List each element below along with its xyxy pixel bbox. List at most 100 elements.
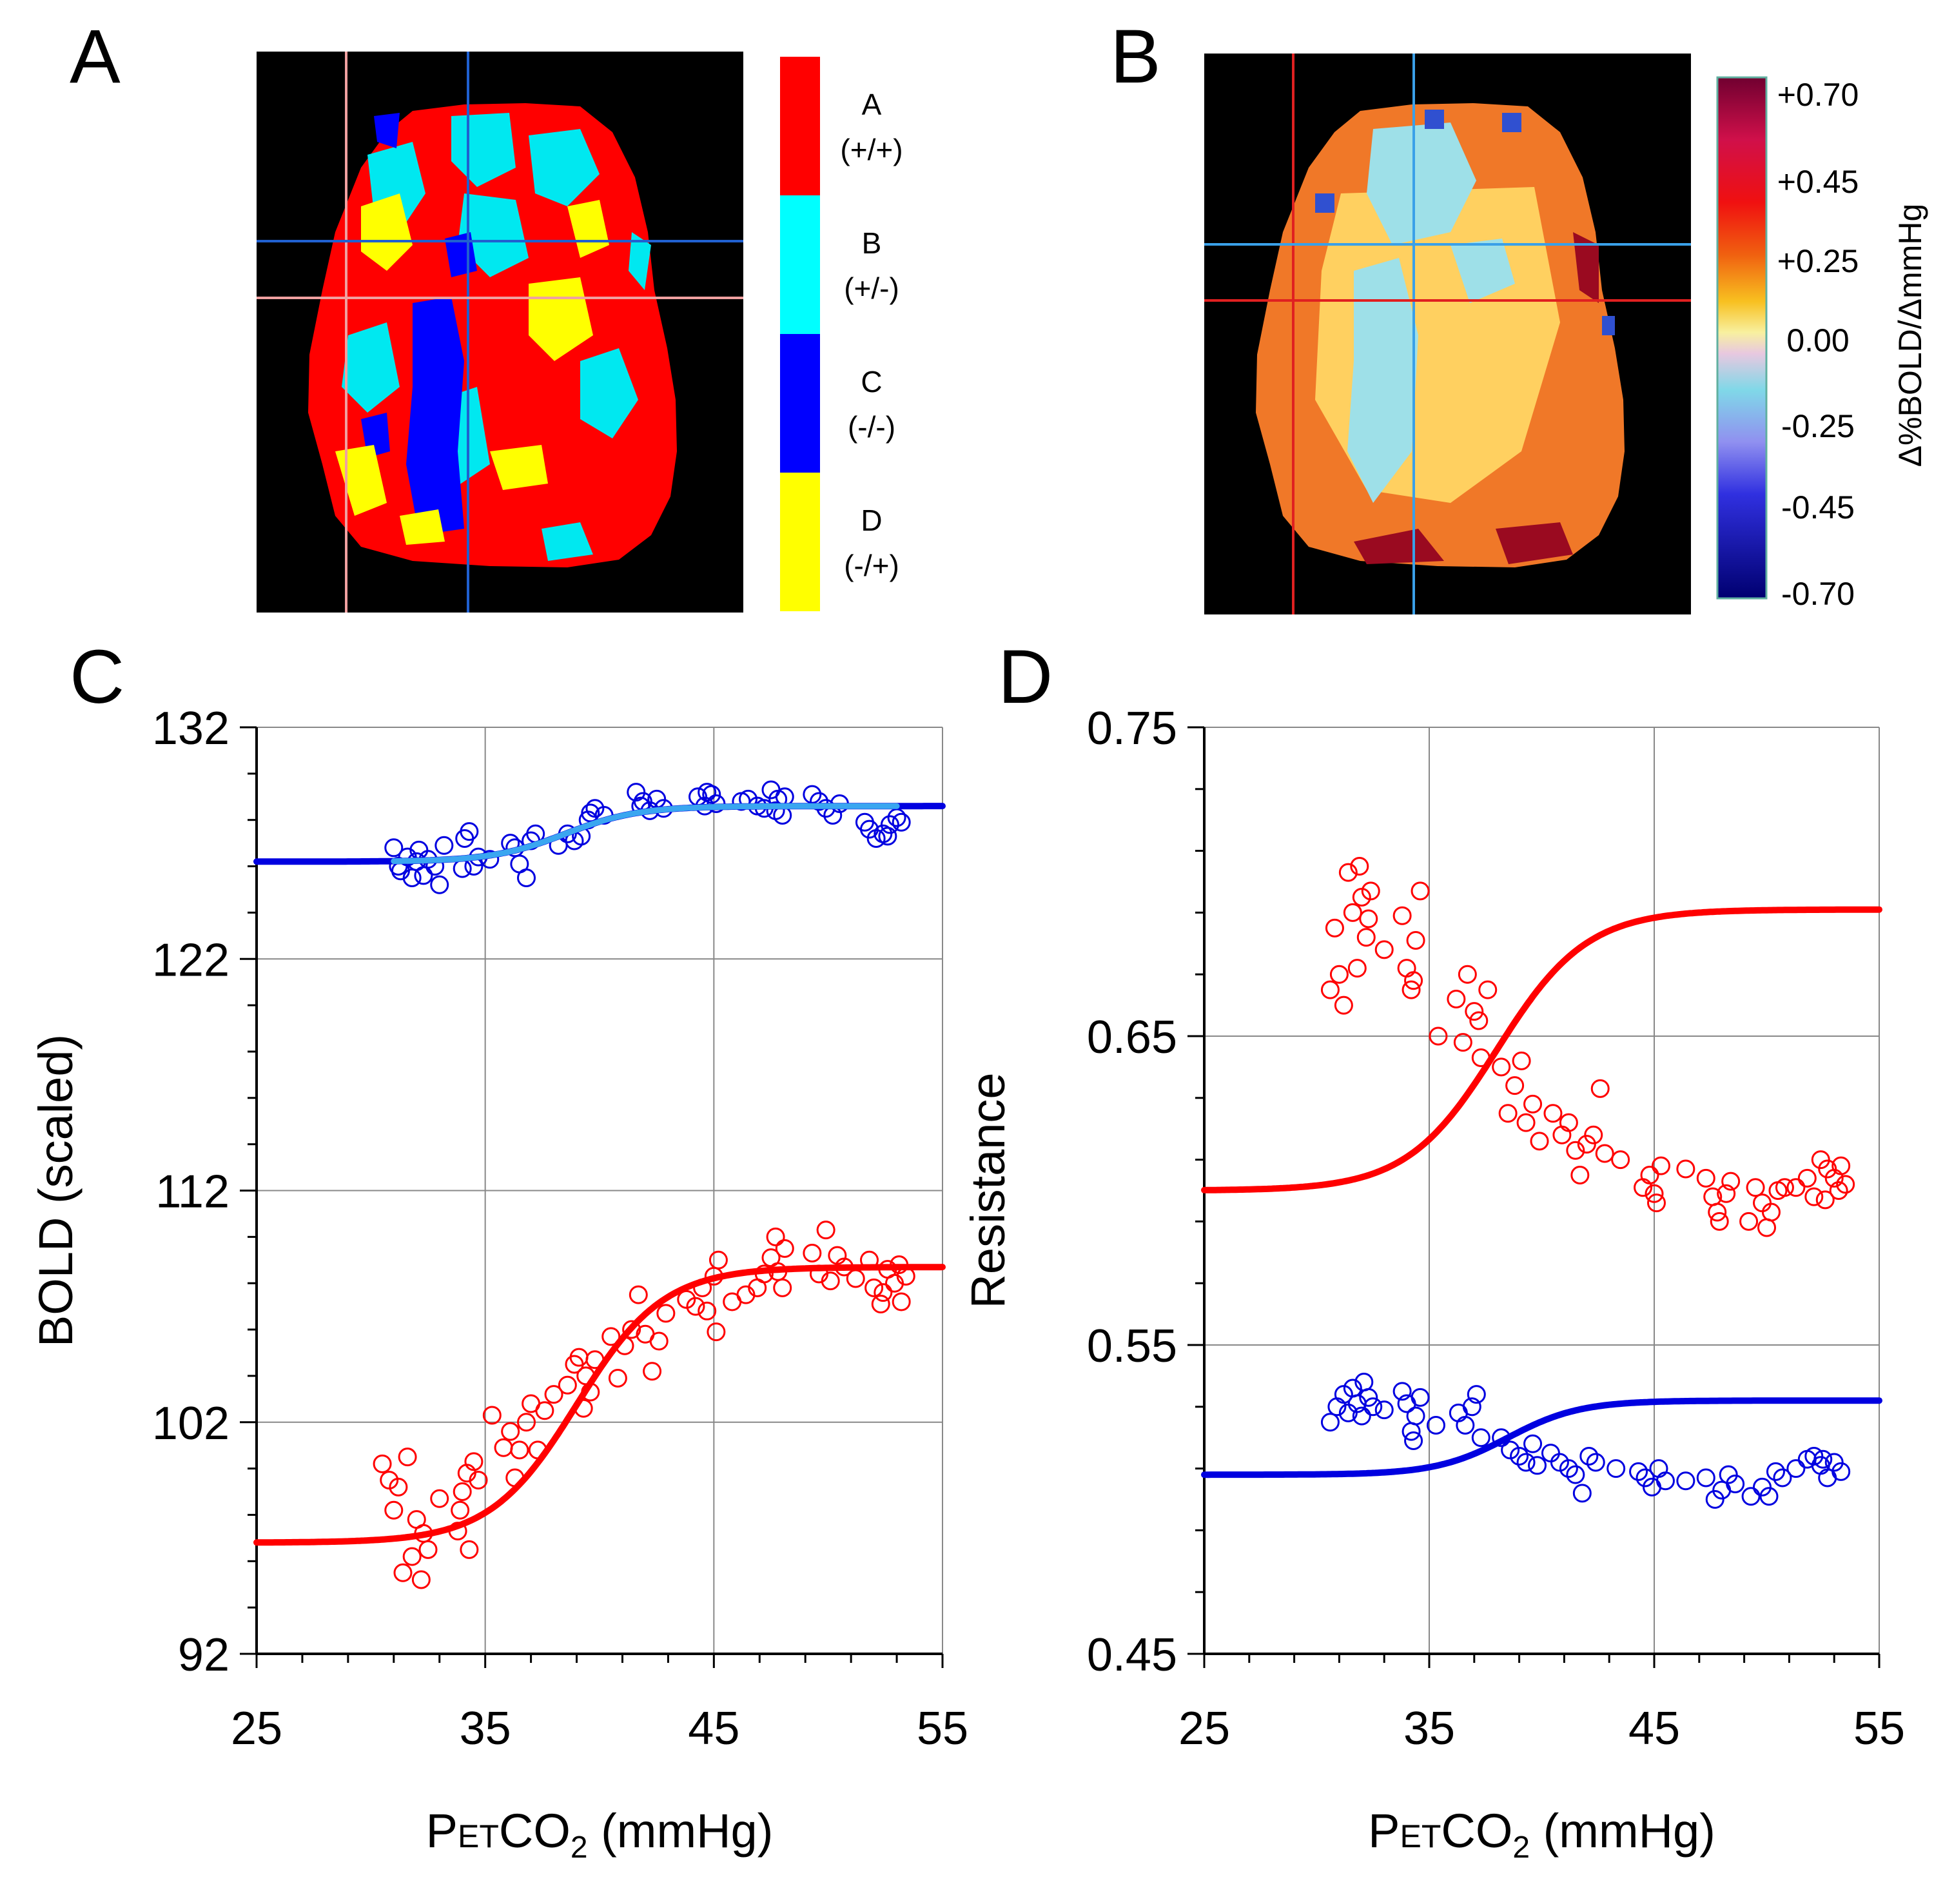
data-point xyxy=(1447,990,1466,1009)
data-point xyxy=(1753,1193,1772,1213)
panel-a-map xyxy=(257,52,743,613)
legend-label-a: A xyxy=(862,88,882,121)
data-point xyxy=(1759,1487,1779,1506)
panel-d-chart: 0.45 0.55 0.65 0.75 25 35 45 55 Resistance PETCO2… xyxy=(961,703,1905,1865)
series-blue-voxel xyxy=(1201,1372,1882,1509)
panel-a-legend: A (+/+) B (+/-) C (-/-) D (-/+) xyxy=(780,57,903,611)
data-point xyxy=(1343,903,1362,922)
data-point xyxy=(1334,996,1353,1015)
data-point xyxy=(629,1285,648,1304)
data-point xyxy=(1530,1132,1549,1151)
y-tick-label: 132 xyxy=(152,703,230,754)
data-point xyxy=(1467,1385,1486,1404)
data-point xyxy=(418,1540,438,1559)
data-point xyxy=(1815,1190,1835,1210)
data-point xyxy=(1363,1397,1383,1417)
data-point xyxy=(1719,1465,1738,1484)
data-point xyxy=(1746,1178,1765,1197)
data-point xyxy=(1404,971,1423,990)
data-point xyxy=(1773,1468,1792,1487)
data-point xyxy=(411,1570,431,1589)
x-tick-label: 55 xyxy=(917,1703,968,1754)
data-point xyxy=(451,1500,470,1520)
data-point xyxy=(1611,1150,1630,1170)
data-point xyxy=(1577,1135,1596,1154)
data-point xyxy=(1478,980,1498,999)
data-point xyxy=(1320,1413,1340,1432)
x-tick-label: 25 xyxy=(1178,1703,1230,1754)
data-point xyxy=(1320,980,1340,999)
data-point xyxy=(1829,1181,1848,1200)
data-point xyxy=(393,1563,413,1582)
colorbar-tick-label: +0.25 xyxy=(1777,243,1859,279)
data-point xyxy=(1570,1166,1590,1185)
data-point xyxy=(622,1320,641,1339)
data-point xyxy=(887,808,906,827)
legend-sub-a: (+/+) xyxy=(840,133,903,166)
data-point xyxy=(1717,1184,1736,1203)
data-point xyxy=(1705,1490,1724,1509)
x-tick-label: 35 xyxy=(460,1703,511,1754)
legend-label-c: C xyxy=(861,365,882,398)
data-point xyxy=(1361,881,1380,901)
data-point xyxy=(871,1295,890,1314)
data-point xyxy=(1374,1400,1394,1420)
data-point xyxy=(1429,1026,1448,1046)
data-point xyxy=(1586,1453,1605,1472)
x-axis-label-subscript-2: 2 xyxy=(571,1830,588,1865)
panel-a-letter: A xyxy=(70,14,121,99)
data-point xyxy=(1721,1172,1741,1191)
data-point xyxy=(1761,1202,1781,1222)
data-point xyxy=(1469,1011,1489,1030)
data-point xyxy=(469,1471,488,1490)
data-point xyxy=(402,1547,422,1566)
data-point xyxy=(1566,1141,1585,1160)
data-point xyxy=(1347,959,1367,978)
fit-curve xyxy=(1201,906,1882,1193)
data-point xyxy=(855,812,874,832)
colorbar-tick-label: 0.00 xyxy=(1786,322,1849,358)
y-axis-label: BOLD (scaled) xyxy=(29,1034,83,1347)
panel-b-cyan-regions xyxy=(1347,123,1515,503)
data-point xyxy=(1590,1079,1610,1098)
data-point xyxy=(1402,980,1421,999)
data-point xyxy=(1453,1033,1472,1052)
data-point xyxy=(464,1452,484,1471)
data-point xyxy=(809,792,828,811)
data-point xyxy=(1584,1125,1603,1144)
data-point xyxy=(1352,1406,1371,1426)
data-point xyxy=(453,859,472,878)
panel-b-colorbar xyxy=(1716,76,1768,600)
data-point xyxy=(766,801,785,820)
x-axis-label-et: ET xyxy=(1400,1818,1441,1854)
data-point xyxy=(1753,1477,1772,1497)
data-point xyxy=(1804,1446,1824,1466)
data-point xyxy=(1566,1465,1585,1484)
data-point xyxy=(1543,1104,1563,1123)
data-point xyxy=(1824,1453,1844,1472)
x-axis-label: PETCO2 (mmHg) xyxy=(1368,1804,1715,1865)
data-point xyxy=(1325,918,1344,937)
data-point xyxy=(544,1385,563,1404)
data-point xyxy=(1354,1372,1374,1391)
panel-b-darkred-regions xyxy=(1354,232,1599,564)
fit-curve xyxy=(253,1264,946,1546)
x-tick-label: 45 xyxy=(688,1703,739,1754)
data-point xyxy=(1656,1471,1675,1491)
legend-label-d: D xyxy=(861,504,882,537)
data-point xyxy=(1426,1416,1445,1435)
data-point xyxy=(1392,906,1412,925)
y-tick-label: 0.65 xyxy=(1087,1012,1177,1063)
x-axis-label-p: P xyxy=(426,1804,458,1858)
y-tick-label: 0.55 xyxy=(1087,1320,1177,1372)
data-point xyxy=(1786,1178,1806,1197)
data-point xyxy=(1404,1431,1423,1450)
data-point xyxy=(1406,931,1425,950)
data-point xyxy=(430,875,449,894)
data-point xyxy=(773,1278,792,1297)
data-point xyxy=(453,1482,472,1502)
data-point xyxy=(1786,1459,1806,1478)
data-point xyxy=(1374,940,1394,959)
y-tick-label: 0.45 xyxy=(1087,1629,1177,1681)
